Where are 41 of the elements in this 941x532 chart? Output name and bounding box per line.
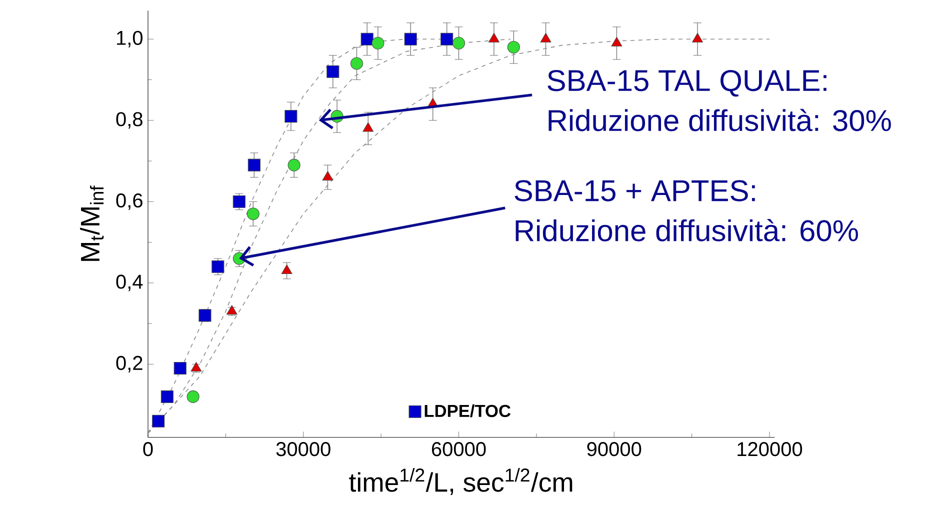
point xyxy=(440,32,454,46)
point xyxy=(452,36,466,50)
point xyxy=(248,158,260,172)
y-tick-label: 0,2 xyxy=(116,356,142,372)
point xyxy=(212,260,224,273)
point xyxy=(232,195,246,208)
x-tick-label: 90000 xyxy=(587,442,642,456)
point xyxy=(350,57,363,70)
x-axis-title: time$^{1/2}$/L, sec$^{1/2}$/cm xyxy=(349,468,572,495)
annotation: SBA-15 + APTES: xyxy=(514,180,755,202)
x-tick-label: 120000 xyxy=(738,442,802,456)
point xyxy=(360,32,374,46)
x-tick-label: 0 xyxy=(143,442,153,456)
point xyxy=(404,32,417,46)
point xyxy=(507,40,520,54)
point xyxy=(692,32,703,42)
x-tick-label: 30000 xyxy=(276,442,330,456)
annotation: SBA-15 TAL QUALE: xyxy=(548,70,826,97)
y-axis-title: M$_{t}$/M$_{inf}$ xyxy=(80,186,104,261)
legend-label: LDPE/TOC xyxy=(424,404,511,418)
point xyxy=(326,65,340,78)
y-tick-label: 0,4 xyxy=(116,274,143,292)
annotation: Riduzione diffusività: 30% xyxy=(548,108,891,132)
point xyxy=(362,122,374,132)
point xyxy=(284,110,298,123)
point xyxy=(174,362,186,375)
point xyxy=(372,36,384,50)
y-tick-label: 0,6 xyxy=(116,193,142,210)
y-tick-label: 0,8 xyxy=(116,112,142,129)
point xyxy=(152,414,165,428)
point xyxy=(611,36,622,46)
point xyxy=(160,390,174,403)
point xyxy=(288,158,300,172)
point xyxy=(488,32,500,42)
x-tick-label: 60000 xyxy=(432,442,486,456)
point xyxy=(540,32,552,42)
point xyxy=(246,208,260,220)
point xyxy=(186,390,200,403)
point xyxy=(322,170,334,181)
y-tick-label: 1,0 xyxy=(117,30,142,48)
annotation: Riduzione diffusività: 60% xyxy=(516,218,858,242)
